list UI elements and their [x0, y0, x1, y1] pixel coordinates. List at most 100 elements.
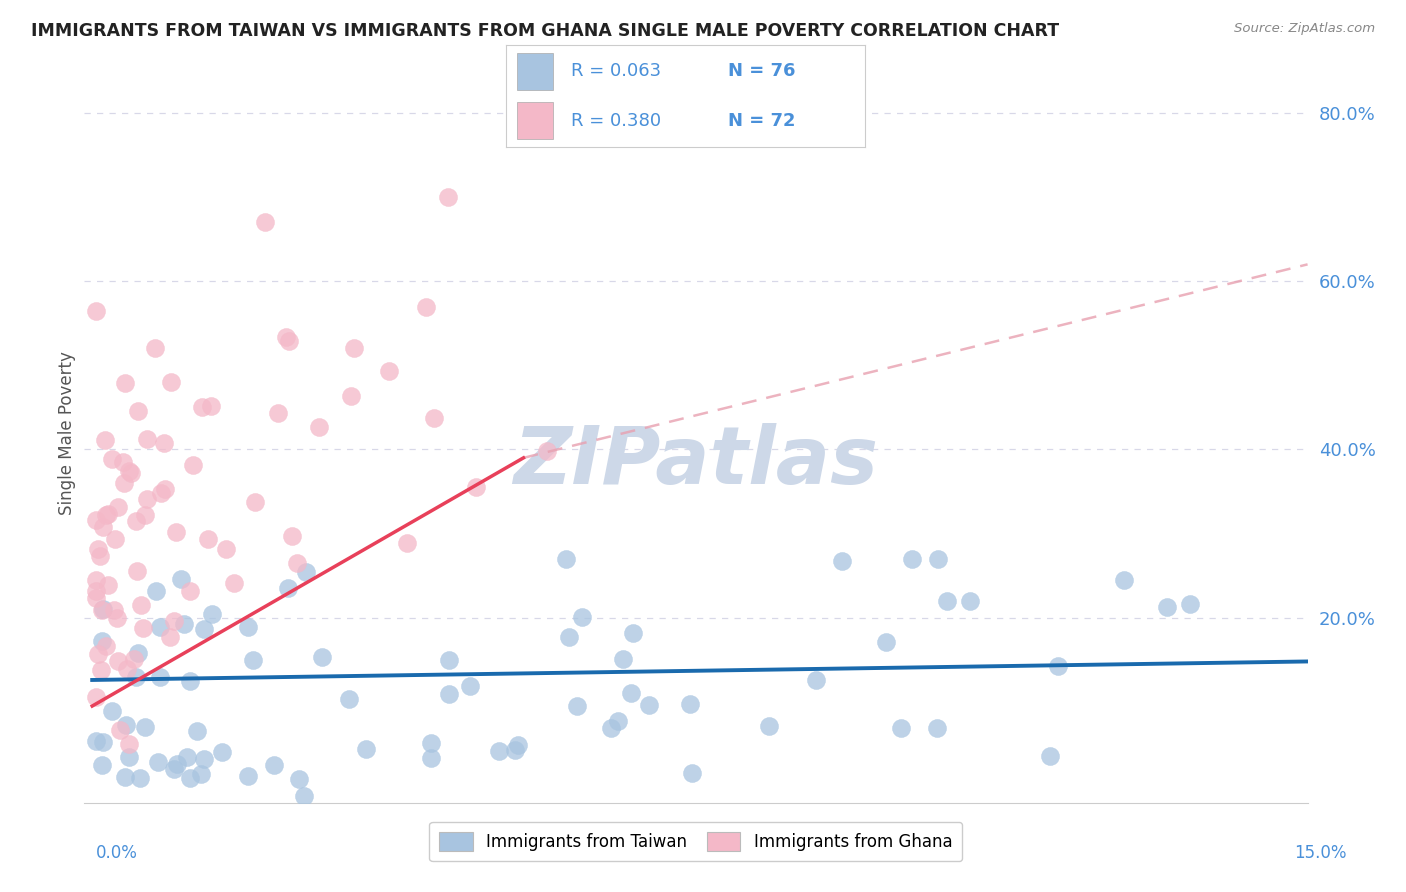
Point — [488, 744, 510, 758]
Point — [191, 401, 214, 415]
Point — [295, 565, 318, 579]
Point — [758, 719, 780, 733]
Point — [253, 215, 276, 229]
Point — [243, 494, 266, 508]
Point — [1178, 597, 1201, 611]
Point — [1112, 573, 1135, 587]
Y-axis label: Single Male Poverty: Single Male Poverty — [58, 351, 76, 515]
Point — [437, 653, 460, 667]
Point — [211, 745, 233, 759]
Point — [94, 434, 117, 448]
Point — [415, 301, 437, 315]
Point — [127, 564, 149, 578]
Point — [607, 714, 630, 728]
Text: N = 72: N = 72 — [728, 112, 796, 129]
Point — [112, 476, 135, 491]
Point — [162, 614, 184, 628]
Point — [101, 704, 124, 718]
Point — [1046, 658, 1069, 673]
Point — [159, 375, 181, 389]
Point — [437, 686, 460, 700]
Point — [959, 594, 981, 608]
Point — [159, 630, 181, 644]
Point — [146, 756, 169, 770]
Point — [125, 515, 148, 529]
Text: Source: ZipAtlas.com: Source: ZipAtlas.com — [1234, 22, 1375, 36]
Point — [84, 573, 107, 587]
Point — [637, 698, 659, 712]
Point — [437, 190, 460, 204]
Point — [337, 692, 360, 706]
Point — [173, 616, 195, 631]
Point — [612, 652, 634, 666]
Point — [129, 599, 152, 613]
Point — [508, 738, 530, 752]
Point — [505, 743, 527, 757]
Text: IMMIGRANTS FROM TAIWAN VS IMMIGRANTS FROM GHANA SINGLE MALE POVERTY CORRELATION : IMMIGRANTS FROM TAIWAN VS IMMIGRANTS FRO… — [31, 22, 1059, 40]
Point — [557, 630, 579, 644]
Point — [571, 610, 593, 624]
Point — [104, 532, 127, 546]
Point — [423, 410, 446, 425]
Point — [242, 653, 264, 667]
Point — [565, 699, 588, 714]
Point — [84, 690, 107, 704]
Point — [87, 542, 110, 557]
Point — [129, 771, 152, 785]
Point — [118, 737, 141, 751]
Point — [464, 480, 486, 494]
Point — [115, 717, 138, 731]
Point — [1039, 748, 1062, 763]
Point — [84, 583, 107, 598]
Point — [274, 330, 297, 344]
Text: N = 76: N = 76 — [728, 62, 796, 80]
Point — [395, 536, 418, 550]
Point — [125, 670, 148, 684]
Point — [890, 721, 912, 735]
Point — [263, 758, 285, 772]
Point — [200, 399, 222, 413]
Point — [193, 751, 215, 765]
Text: 15.0%: 15.0% — [1295, 844, 1347, 862]
Legend: Immigrants from Taiwan, Immigrants from Ghana: Immigrants from Taiwan, Immigrants from … — [429, 822, 963, 861]
Point — [536, 443, 558, 458]
Point — [111, 455, 134, 469]
Point — [105, 611, 128, 625]
Point — [127, 646, 149, 660]
Point — [93, 601, 115, 615]
Point — [107, 500, 129, 514]
Point — [153, 482, 176, 496]
Point — [679, 697, 702, 711]
Point — [135, 432, 157, 446]
Point — [179, 771, 201, 785]
Point — [90, 634, 112, 648]
Point — [176, 750, 198, 764]
Point — [620, 686, 643, 700]
Point — [150, 486, 173, 500]
Point — [122, 652, 145, 666]
Point — [875, 635, 897, 649]
Point — [222, 575, 245, 590]
Point — [901, 551, 924, 566]
Point — [90, 758, 112, 772]
Point — [181, 458, 204, 472]
Point — [292, 789, 315, 804]
Point — [117, 464, 139, 478]
Point — [91, 735, 114, 749]
Point — [84, 734, 107, 748]
Point — [131, 621, 153, 635]
Point — [91, 520, 114, 534]
Point — [94, 640, 117, 654]
Point — [308, 419, 330, 434]
Point — [179, 583, 201, 598]
Point — [340, 389, 363, 403]
Point — [165, 524, 187, 539]
Point — [110, 723, 132, 737]
Point — [420, 751, 443, 765]
Point — [89, 549, 111, 563]
Point — [377, 364, 399, 378]
Point — [600, 721, 623, 735]
Point — [806, 673, 828, 688]
Point — [925, 721, 948, 735]
Point — [96, 508, 118, 522]
